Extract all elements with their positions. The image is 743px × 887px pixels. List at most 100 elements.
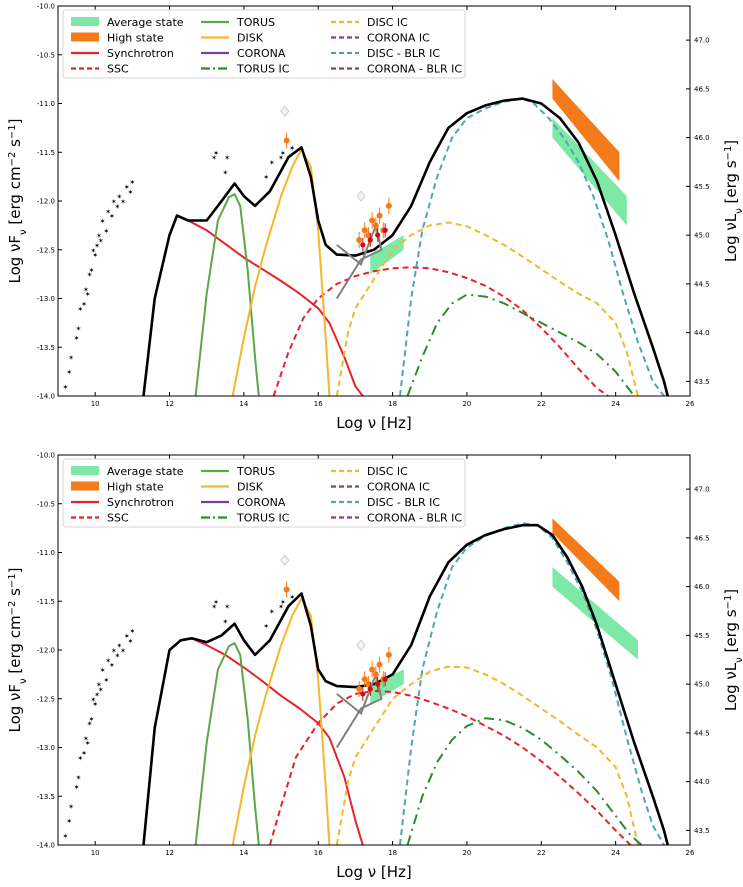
y-tick-label: -12.0 bbox=[37, 647, 55, 655]
data-point-star: ✶ bbox=[128, 188, 134, 196]
data-point-star: ✶ bbox=[66, 818, 72, 826]
y-tick-label: -11.0 bbox=[37, 100, 55, 108]
y-tick-label: -11.5 bbox=[37, 149, 55, 157]
data-point-star: ✶ bbox=[211, 603, 217, 611]
y-tick-label: -13.0 bbox=[37, 744, 55, 752]
y2-axis-label: Log νLν [erg s−1] bbox=[722, 589, 743, 711]
data-point-star: ✶ bbox=[62, 383, 68, 391]
x-tick-label: 22 bbox=[537, 400, 546, 408]
y-tick-label: -13.0 bbox=[37, 295, 55, 303]
xray-bowtie bbox=[335, 221, 383, 300]
data-point-star: ✶ bbox=[77, 754, 83, 762]
curve-ssc bbox=[272, 266, 609, 396]
x-tick-label: 20 bbox=[462, 849, 471, 857]
data-point-star: ✶ bbox=[128, 637, 134, 645]
legend-swatch-average-state bbox=[71, 466, 99, 475]
legend-box bbox=[62, 458, 466, 528]
data-point-orange bbox=[376, 212, 383, 219]
data-point-orange bbox=[369, 666, 376, 673]
data-point-star: ✶ bbox=[116, 193, 122, 201]
data-point-star: ✶ bbox=[211, 154, 217, 162]
curve-disc-blr-ic bbox=[399, 97, 665, 396]
x-tick-label: 24 bbox=[611, 400, 620, 408]
x-tick-label: 16 bbox=[314, 400, 323, 408]
data-point-star: ✶ bbox=[278, 603, 284, 611]
data-point-star: ✶ bbox=[120, 198, 126, 206]
data-point-star: ✶ bbox=[224, 603, 230, 611]
x-tick-label: 22 bbox=[537, 849, 546, 857]
data-point-red bbox=[367, 237, 373, 243]
y-axis-label: Log νFν [erg cm−2 s−1] bbox=[6, 118, 29, 283]
legend-label-torus: TORUS bbox=[236, 465, 275, 478]
legend-label-disc-ic: DISC IC bbox=[367, 16, 408, 29]
y-tick-label: -14.0 bbox=[37, 842, 55, 850]
data-point-star: ✶ bbox=[77, 305, 83, 313]
y2-tick-label: 46.0 bbox=[694, 583, 710, 591]
data-point-star: ✶ bbox=[76, 325, 82, 333]
legend-label-high-state: High state bbox=[107, 481, 164, 494]
y2-tick-label: 45.0 bbox=[694, 232, 710, 240]
y2-tick-label: 44.5 bbox=[694, 280, 710, 288]
x-tick-label: 26 bbox=[686, 849, 695, 857]
legend-label-corona-ic: CORONA IC bbox=[367, 481, 430, 494]
x-tick-label: 10 bbox=[91, 400, 100, 408]
data-point-red bbox=[375, 681, 381, 687]
data-point-star: ✶ bbox=[103, 676, 109, 684]
y2-tick-label: 45.5 bbox=[694, 183, 710, 191]
y2-tick-label: 46.0 bbox=[694, 134, 710, 142]
y-tick-label: -10.5 bbox=[37, 500, 55, 508]
data-point-star: ✶ bbox=[76, 774, 82, 782]
data-point-star: ✶ bbox=[81, 749, 87, 757]
y2-tick-label: 45.0 bbox=[694, 681, 710, 689]
y2-tick-label: 47.0 bbox=[694, 37, 710, 45]
legend-swatch-high-state bbox=[71, 481, 99, 491]
legend-label-average-state: Average state bbox=[107, 16, 184, 29]
legend-label-average-state: Average state bbox=[107, 465, 184, 478]
data-point-orange bbox=[385, 651, 392, 658]
data-point-hollow bbox=[280, 105, 290, 118]
y2-tick-label: 44.0 bbox=[694, 329, 710, 337]
data-point-star: ✶ bbox=[105, 208, 111, 216]
y2-tick-label: 45.5 bbox=[694, 632, 710, 640]
legend-label-corona-blr-ic: CORONA - BLR IC bbox=[367, 63, 462, 76]
data-point-star: ✶ bbox=[120, 647, 126, 655]
data-point-star: ✶ bbox=[124, 632, 130, 640]
data-point-star: ✶ bbox=[124, 183, 130, 191]
legend-label-ssc: SSC bbox=[107, 512, 129, 525]
data-point-orange bbox=[376, 661, 383, 668]
curve-disk bbox=[231, 148, 331, 396]
data-point-star: ✶ bbox=[115, 203, 121, 211]
data-point-star: ✶ bbox=[105, 657, 111, 665]
data-point-star: ✶ bbox=[74, 784, 80, 792]
legend-label-corona-ic: CORONA IC bbox=[367, 32, 430, 45]
y2-tick-label: 43.5 bbox=[694, 378, 710, 386]
data-point-star: ✶ bbox=[94, 242, 100, 250]
curve-disc-ic bbox=[335, 665, 639, 845]
legend-label-disc-ic: DISC IC bbox=[367, 465, 408, 478]
data-point-star: ✶ bbox=[85, 291, 91, 299]
data-point-star: ✶ bbox=[278, 154, 284, 162]
panel-bottom: ✶✶✶✶✶✶✶✶✶✶✶✶✶✶✶✶✶✶✶✶✶✶✶✶✶✶✶✶✶✶✶✶✶✶✶✶10 12… bbox=[6, 452, 743, 882]
data-point-orange bbox=[361, 227, 368, 234]
x-tick-label: 14 bbox=[239, 849, 248, 857]
curve-disk bbox=[231, 597, 331, 845]
data-point-star: ✶ bbox=[94, 691, 100, 699]
data-point-star: ✶ bbox=[81, 300, 87, 308]
data-point-star: ✶ bbox=[92, 252, 98, 260]
curve-total bbox=[142, 523, 669, 845]
legend-label-synchrotron: Synchrotron bbox=[107, 47, 174, 60]
x-tick-label: 14 bbox=[239, 400, 248, 408]
band-average-state-1 bbox=[552, 567, 638, 660]
y2-tick-label: 44.5 bbox=[694, 729, 710, 737]
data-point-orange bbox=[361, 676, 368, 683]
data-point-hollow bbox=[280, 554, 290, 567]
data-point-orange bbox=[369, 217, 376, 224]
data-point-star: ✶ bbox=[103, 227, 109, 235]
y2-tick-label: 47.0 bbox=[694, 486, 710, 494]
y2-tick-label: 46.5 bbox=[694, 534, 710, 542]
data-point-star: ✶ bbox=[98, 237, 104, 245]
y-tick-label: -10.5 bbox=[37, 51, 55, 59]
data-point-star: ✶ bbox=[83, 286, 89, 294]
data-point-star: ✶ bbox=[90, 247, 96, 255]
data-point-star: ✶ bbox=[111, 198, 117, 206]
